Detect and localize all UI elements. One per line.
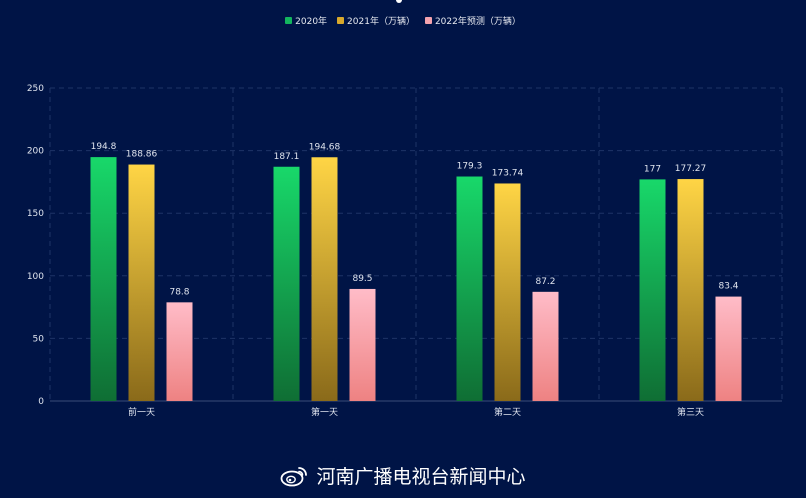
legend-label-2022: 2022年预测（万辆） xyxy=(434,17,521,27)
bar-3-4 xyxy=(715,296,742,401)
y-tick-label-100: 100 xyxy=(27,272,44,282)
data-label-1-4: 177 xyxy=(644,164,661,174)
bar-2-3 xyxy=(494,183,521,401)
data-label-1-1: 194.8 xyxy=(91,142,117,152)
legend-swatch-2020 xyxy=(285,17,293,24)
top-indicator-dot xyxy=(396,0,402,3)
data-label-3-4: 83.4 xyxy=(718,282,738,292)
bar-1-3 xyxy=(456,176,483,401)
bar-1-4 xyxy=(639,179,666,401)
y-tick-label-200: 200 xyxy=(27,147,44,157)
x-tick-label-1: 前一天 xyxy=(128,406,155,418)
bar-3-3 xyxy=(532,291,559,401)
bar-3-2 xyxy=(349,288,376,401)
legend-item-2021[interactable]: 2021年（万辆） xyxy=(337,14,415,27)
bar-1-1 xyxy=(90,157,117,401)
y-tick-label-0: 0 xyxy=(38,397,44,407)
legend-label-2021: 2021年（万辆） xyxy=(347,17,415,27)
x-tick-label-3: 第二天 xyxy=(494,406,521,418)
data-label-2-3: 173.74 xyxy=(492,168,524,178)
data-label-2-2: 194.68 xyxy=(309,142,341,152)
data-label-1-2: 187.1 xyxy=(274,152,300,162)
y-tick-label-250: 250 xyxy=(27,84,44,94)
watermark: 河南广播电视台新闻中心 xyxy=(0,462,806,489)
data-label-3-1: 78.8 xyxy=(169,287,189,297)
bar-2-4 xyxy=(677,179,704,401)
y-tick-label-50: 50 xyxy=(33,334,45,344)
bar-2-1 xyxy=(128,164,155,401)
x-tick-label-4: 第三天 xyxy=(677,406,704,418)
data-label-2-1: 188.86 xyxy=(126,150,158,160)
data-label-3-3: 87.2 xyxy=(535,277,555,287)
y-tick-label-150: 150 xyxy=(27,209,44,219)
chart-legend: 2020年 2021年（万辆） 2022年预测（万辆） xyxy=(0,14,806,27)
legend-swatch-2022 xyxy=(424,17,432,24)
bar-3-1 xyxy=(166,302,193,401)
watermark-text: 河南广播电视台新闻中心 xyxy=(316,466,526,488)
legend-item-2020[interactable]: 2020年 xyxy=(285,14,327,27)
bar-1-2 xyxy=(273,166,300,401)
legend-item-2022[interactable]: 2022年预测（万辆） xyxy=(424,14,521,27)
data-label-1-3: 179.3 xyxy=(457,162,483,172)
data-label-3-2: 89.5 xyxy=(352,274,372,284)
legend-swatch-2021 xyxy=(337,17,345,24)
legend-label-2020: 2020年 xyxy=(295,17,328,27)
weibo-icon xyxy=(280,465,308,487)
data-label-2-4: 177.27 xyxy=(675,164,707,174)
x-tick-label-2: 第一天 xyxy=(311,406,338,418)
bar-2-2 xyxy=(311,157,338,401)
